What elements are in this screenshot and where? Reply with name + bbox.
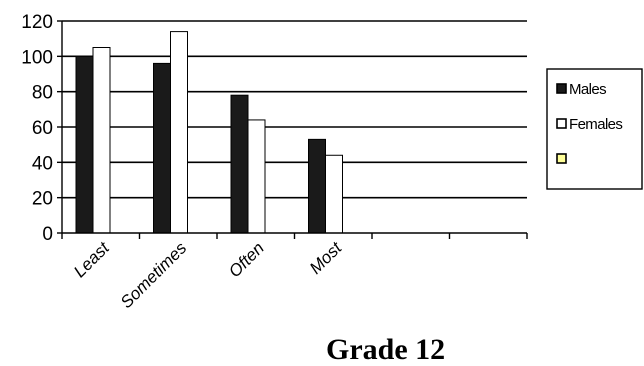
x-axis: Least Sometimes Often Most (61, 232, 528, 312)
y-tick-label: 60 (32, 118, 53, 139)
bar-males-sometimes (153, 62, 171, 234)
legend-swatch (556, 118, 567, 129)
bar-males-often (230, 94, 249, 234)
x-tick-label: Often (225, 238, 268, 281)
y-axis: 0 20 40 60 80 100 120 (21, 12, 63, 245)
bar-females-most (325, 154, 343, 234)
legend: Males Females (546, 68, 643, 190)
bar-females-sometimes (170, 31, 188, 234)
y-tick-label: 120 (21, 12, 53, 33)
y-tick-label: 100 (21, 47, 53, 68)
bar-females-least (92, 47, 111, 234)
legend-swatch (556, 153, 567, 164)
gridlines (62, 20, 527, 199)
bar-males-most (308, 138, 326, 234)
x-tick-label: Least (70, 237, 114, 281)
y-tick-label: 0 (42, 224, 53, 245)
bar-females-often (247, 119, 266, 234)
bars (75, 31, 343, 234)
x-tick-label: Most (306, 237, 346, 277)
legend-box (546, 68, 643, 190)
chart-caption: Grade 12 (326, 333, 446, 366)
y-tick-label: 20 (32, 189, 53, 210)
y-tick-label: 80 (32, 83, 53, 104)
legend-swatch (556, 83, 567, 94)
y-tick-label: 40 (32, 153, 53, 174)
legend-label: Females (569, 116, 622, 133)
bar-males-least (75, 55, 94, 234)
legend-label: Males (569, 81, 606, 98)
x-tick-label: Sometimes (117, 238, 191, 312)
